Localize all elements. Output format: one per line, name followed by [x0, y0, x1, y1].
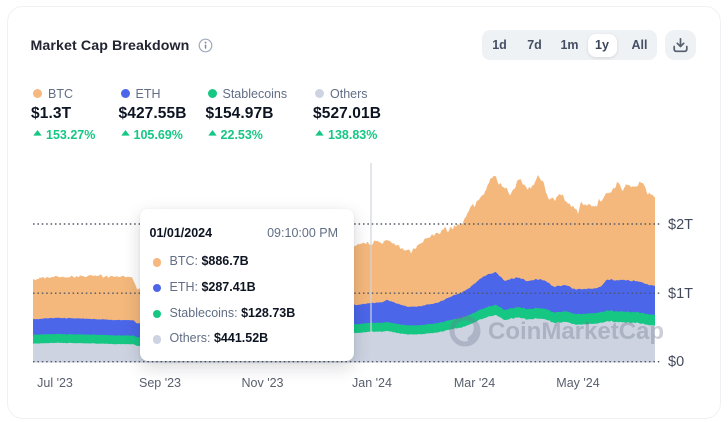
svg-text:CoinMarketCap: CoinMarketCap: [488, 318, 664, 345]
